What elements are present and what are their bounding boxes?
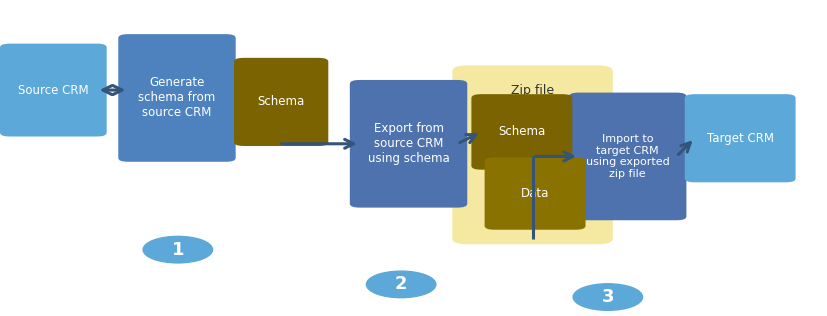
Text: Export from
source CRM
using schema: Export from source CRM using schema [368,122,449,165]
Text: 1: 1 [171,241,184,258]
Circle shape [573,284,643,310]
Text: Zip file: Zip file [511,84,554,97]
Circle shape [366,271,436,298]
FancyBboxPatch shape [118,34,236,162]
FancyBboxPatch shape [234,58,328,146]
FancyBboxPatch shape [471,94,572,170]
Text: 3: 3 [601,288,614,306]
Text: Schema: Schema [498,125,546,138]
FancyBboxPatch shape [350,80,467,208]
FancyBboxPatch shape [0,44,107,137]
FancyBboxPatch shape [685,94,796,182]
Text: Generate
schema from
source CRM: Generate schema from source CRM [138,76,216,119]
Text: Import to
target CRM
using exported
zip file: Import to target CRM using exported zip … [586,134,670,179]
Text: Source CRM: Source CRM [18,83,88,97]
Text: Data: Data [521,187,549,200]
FancyBboxPatch shape [569,93,686,220]
Text: 2: 2 [394,276,408,293]
FancyBboxPatch shape [452,65,613,244]
Text: Target CRM: Target CRM [706,132,774,145]
Circle shape [143,236,213,263]
FancyBboxPatch shape [485,157,586,230]
Text: Schema: Schema [257,95,305,108]
